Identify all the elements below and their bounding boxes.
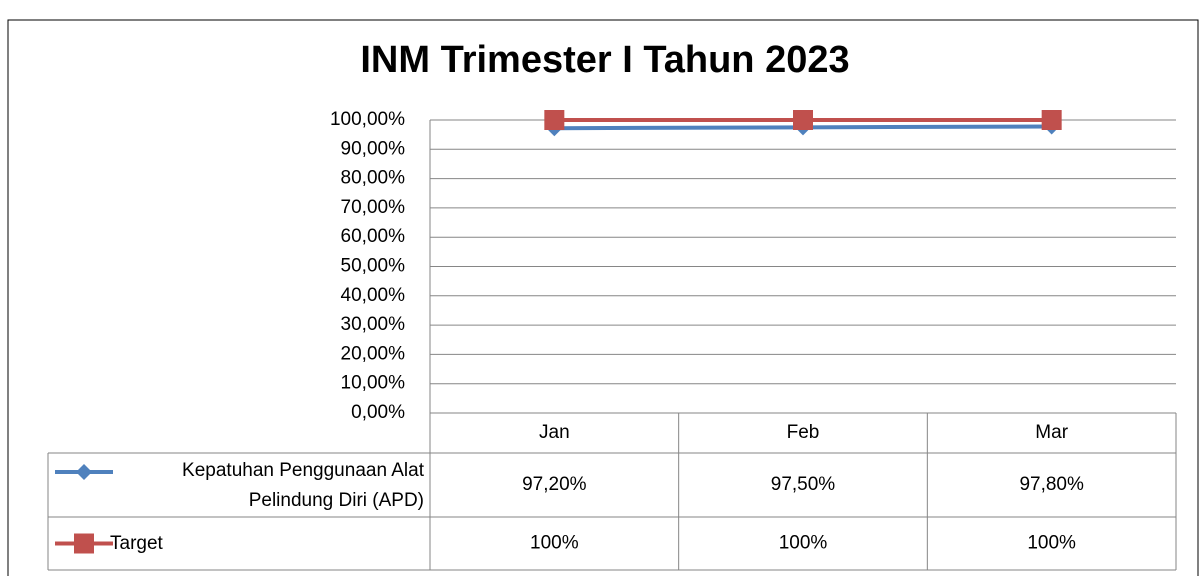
marker bbox=[544, 110, 565, 130]
x-tick-label: Feb bbox=[787, 422, 820, 443]
data-label: 100% bbox=[530, 533, 579, 554]
y-tick-label: 30,00% bbox=[341, 314, 406, 335]
marker bbox=[793, 110, 813, 130]
legend-label-box: Kepatuhan Penggunaan Alat Pelindung Diri… bbox=[182, 460, 424, 511]
x-tick-label: Mar bbox=[1035, 422, 1068, 443]
y-tick-label: 0,00% bbox=[351, 402, 405, 423]
marker bbox=[76, 464, 92, 480]
y-tick-label: 40,00% bbox=[341, 285, 406, 306]
chart-border bbox=[7, 19, 1199, 576]
y-tick-label: 60,00% bbox=[341, 226, 406, 247]
y-tick-label: 100,00% bbox=[330, 109, 405, 130]
y-tick-label: 80,00% bbox=[341, 168, 406, 189]
chart-title: INM Trimester I Tahun 2023 bbox=[360, 39, 849, 81]
y-tick-label: 20,00% bbox=[341, 343, 406, 364]
data-label: 97,20% bbox=[522, 474, 587, 495]
x-tick-label: Jan bbox=[539, 422, 570, 443]
y-tick-label: 90,00% bbox=[341, 138, 406, 159]
y-tick-label: 70,00% bbox=[341, 197, 406, 218]
legend-label: Target bbox=[110, 533, 163, 554]
marker bbox=[1041, 110, 1062, 130]
legend-label: Kepatuhan Penggunaan Alat Pelindung Diri… bbox=[182, 460, 424, 511]
legend-label-box: Target bbox=[110, 533, 163, 554]
data-label: 97,50% bbox=[771, 474, 836, 495]
y-tick-label: 50,00% bbox=[341, 256, 406, 277]
data-label: 100% bbox=[779, 533, 828, 554]
y-tick-label: 10,00% bbox=[341, 373, 406, 394]
marker bbox=[74, 533, 94, 554]
data-label: 97,80% bbox=[1019, 474, 1084, 495]
data-label: 100% bbox=[1027, 533, 1076, 554]
